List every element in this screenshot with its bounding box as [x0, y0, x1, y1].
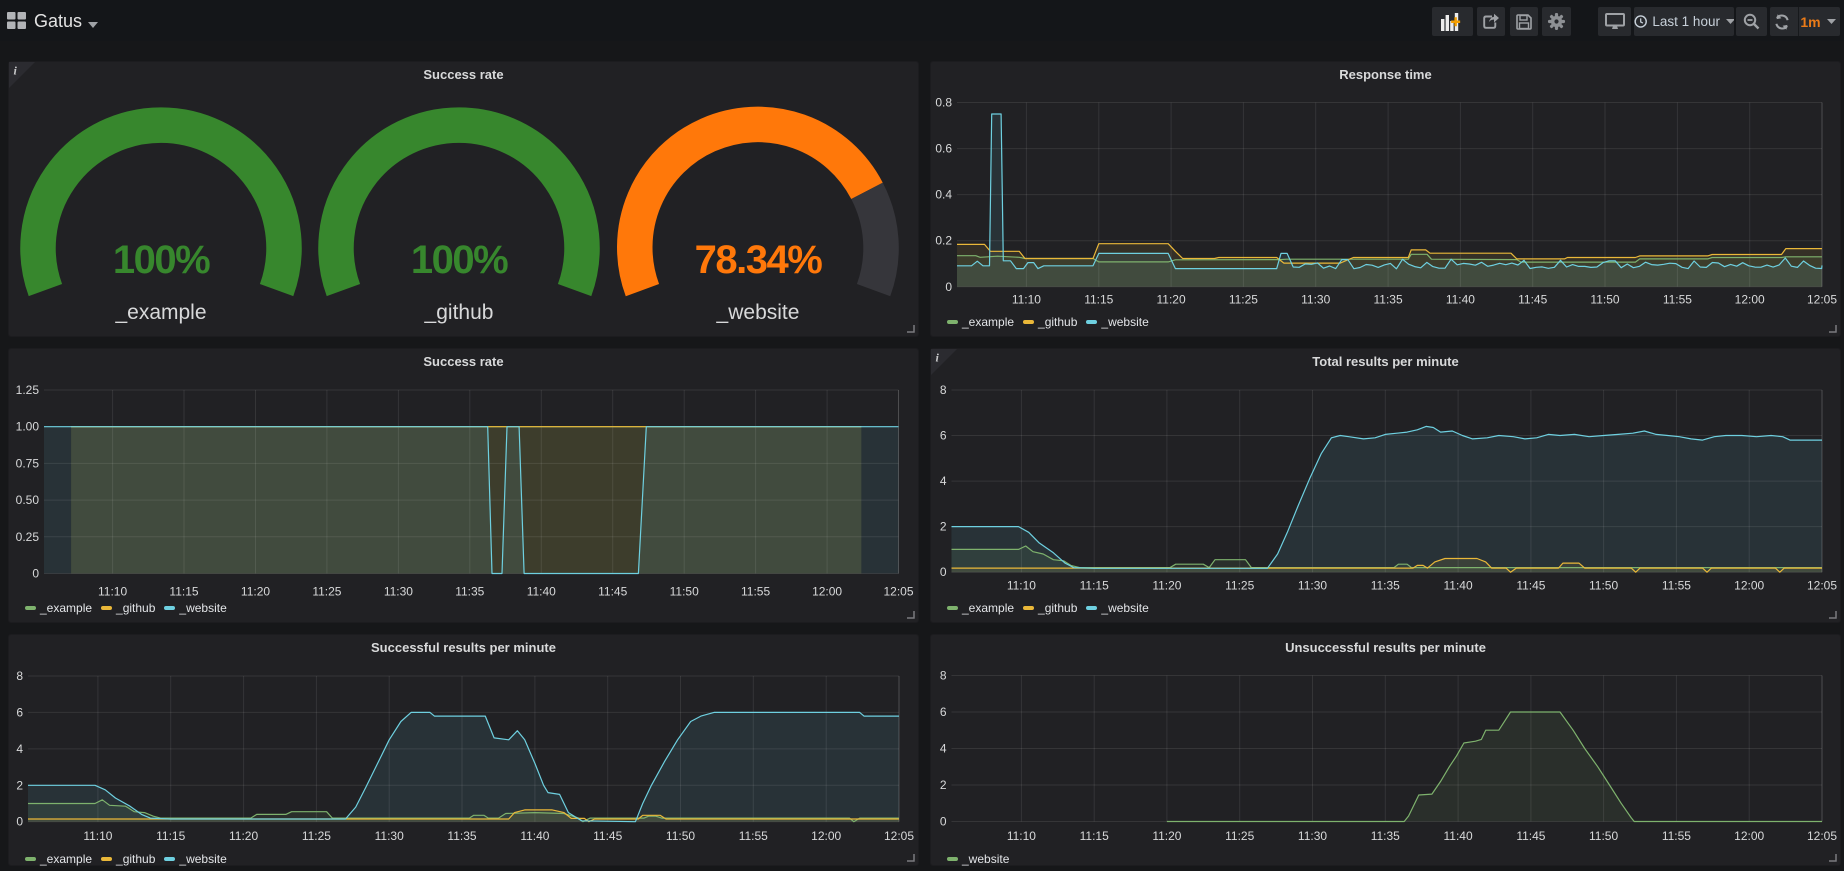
svg-text:11:50: 11:50	[666, 829, 695, 843]
svg-text:12:05: 12:05	[1807, 293, 1837, 307]
svg-text:0: 0	[32, 567, 39, 581]
svg-text:11:35: 11:35	[1371, 829, 1400, 843]
svg-text:6: 6	[16, 705, 23, 719]
svg-text:0.4: 0.4	[935, 188, 952, 202]
svg-text:11:20: 11:20	[1157, 293, 1186, 307]
svg-text:12:05: 12:05	[883, 585, 913, 599]
svg-text:12:00: 12:00	[1735, 293, 1765, 307]
svg-text:0.8: 0.8	[935, 96, 952, 110]
svg-text:11:30: 11:30	[1301, 293, 1330, 307]
svg-text:100%: 100%	[113, 238, 210, 282]
svg-text:11:40: 11:40	[1444, 579, 1473, 593]
svg-text:0: 0	[940, 815, 947, 829]
svg-text:11:40: 11:40	[527, 585, 556, 599]
svg-text:11:15: 11:15	[1084, 293, 1113, 307]
svg-text:11:20: 11:20	[1152, 579, 1181, 593]
svg-text:11:30: 11:30	[375, 829, 404, 843]
svg-text:1.25: 1.25	[16, 383, 40, 397]
svg-text:11:10: 11:10	[1012, 293, 1041, 307]
svg-text:0: 0	[940, 565, 947, 579]
svg-text:11:55: 11:55	[1662, 829, 1691, 843]
svg-text:11:45: 11:45	[593, 829, 622, 843]
svg-text:11:55: 11:55	[1663, 293, 1692, 307]
svg-text:11:45: 11:45	[598, 585, 627, 599]
svg-text:4: 4	[940, 742, 947, 756]
svg-text:0.6: 0.6	[935, 142, 952, 156]
svg-text:i: i	[936, 351, 940, 365]
svg-text:_github: _github	[424, 301, 494, 324]
svg-text:12:05: 12:05	[1807, 829, 1837, 843]
svg-text:11:35: 11:35	[1374, 293, 1403, 307]
svg-text:0.2: 0.2	[935, 234, 952, 248]
svg-text:8: 8	[940, 669, 947, 683]
svg-text:6: 6	[940, 429, 947, 443]
svg-text:11:35: 11:35	[447, 829, 476, 843]
svg-text:11:10: 11:10	[1007, 579, 1036, 593]
svg-text:11:15: 11:15	[1080, 579, 1109, 593]
svg-text:11:45: 11:45	[1516, 829, 1545, 843]
svg-text:11:40: 11:40	[520, 829, 549, 843]
svg-text:11:45: 11:45	[1518, 293, 1547, 307]
svg-text:11:35: 11:35	[1371, 579, 1400, 593]
svg-text:11:30: 11:30	[384, 585, 413, 599]
svg-text:12:00: 12:00	[1734, 829, 1764, 843]
svg-text:11:20: 11:20	[229, 829, 258, 843]
svg-text:11:10: 11:10	[83, 829, 112, 843]
svg-text:11:25: 11:25	[312, 585, 341, 599]
svg-text:11:20: 11:20	[241, 585, 270, 599]
svg-text:11:15: 11:15	[169, 585, 198, 599]
svg-text:2: 2	[940, 520, 947, 534]
svg-text:11:55: 11:55	[741, 585, 770, 599]
svg-text:4: 4	[16, 742, 23, 756]
svg-text:11:15: 11:15	[156, 829, 185, 843]
svg-text:78.34%: 78.34%	[695, 238, 823, 282]
svg-text:_website: _website	[716, 301, 800, 324]
svg-text:0.75: 0.75	[16, 456, 40, 470]
svg-text:11:55: 11:55	[739, 829, 768, 843]
svg-text:12:05: 12:05	[1807, 579, 1837, 593]
svg-text:11:20: 11:20	[1152, 829, 1181, 843]
svg-text:2: 2	[940, 778, 947, 792]
svg-text:_example: _example	[114, 301, 206, 324]
svg-text:6: 6	[940, 705, 947, 719]
svg-text:11:50: 11:50	[1590, 293, 1619, 307]
svg-text:11:30: 11:30	[1298, 579, 1327, 593]
svg-text:8: 8	[940, 383, 947, 397]
svg-text:11:45: 11:45	[1516, 579, 1545, 593]
svg-text:11:15: 11:15	[1080, 829, 1109, 843]
svg-text:11:50: 11:50	[670, 585, 699, 599]
svg-text:11:25: 11:25	[302, 829, 331, 843]
svg-text:4: 4	[940, 474, 947, 488]
svg-text:100%: 100%	[411, 238, 508, 282]
svg-text:11:50: 11:50	[1589, 829, 1618, 843]
svg-text:1.00: 1.00	[16, 420, 40, 434]
svg-text:0.25: 0.25	[16, 530, 40, 544]
svg-text:11:55: 11:55	[1662, 579, 1691, 593]
svg-text:11:25: 11:25	[1225, 579, 1254, 593]
svg-text:11:10: 11:10	[98, 585, 127, 599]
svg-text:11:50: 11:50	[1589, 579, 1618, 593]
svg-text:8: 8	[16, 669, 23, 683]
svg-text:11:40: 11:40	[1444, 829, 1473, 843]
svg-text:12:00: 12:00	[812, 585, 842, 599]
svg-text:12:00: 12:00	[811, 829, 841, 843]
svg-text:11:35: 11:35	[455, 585, 484, 599]
svg-text:i: i	[14, 64, 18, 78]
svg-text:11:25: 11:25	[1225, 829, 1254, 843]
svg-text:12:00: 12:00	[1734, 579, 1764, 593]
svg-text:11:30: 11:30	[1298, 829, 1327, 843]
svg-text:0.50: 0.50	[16, 493, 40, 507]
svg-text:12:05: 12:05	[884, 829, 914, 843]
svg-text:0: 0	[16, 815, 23, 829]
svg-text:0: 0	[945, 280, 952, 294]
svg-text:11:40: 11:40	[1446, 293, 1475, 307]
svg-text:11:25: 11:25	[1229, 293, 1258, 307]
svg-text:2: 2	[16, 778, 23, 792]
svg-text:11:10: 11:10	[1007, 829, 1036, 843]
